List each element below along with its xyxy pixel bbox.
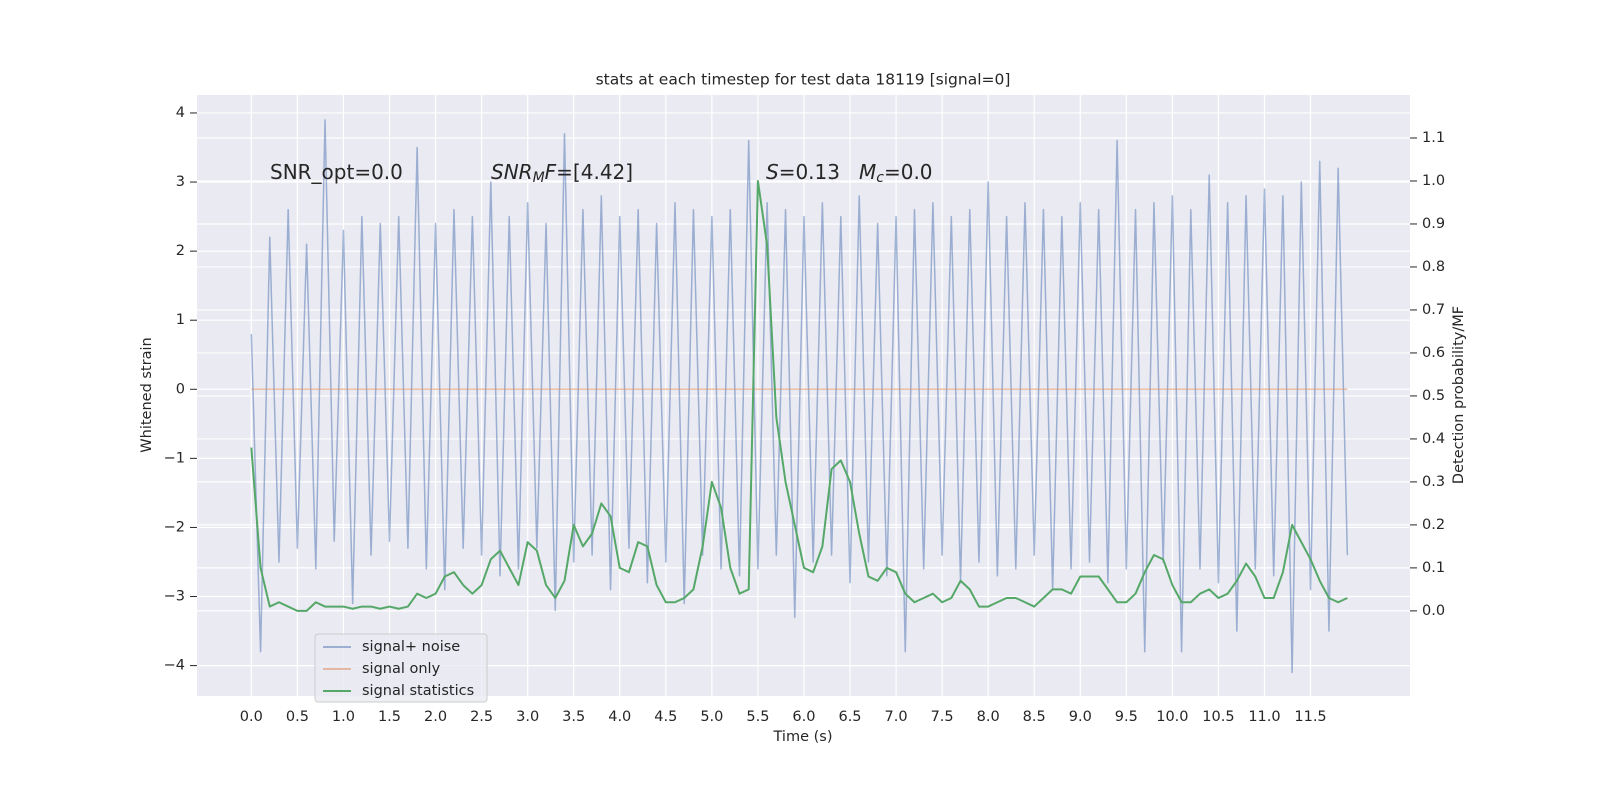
ticks: 0.0 0.5 1.0 1.5 2.0 2.5 3.0 3.5 4.0 4.5 5.0 5.5 6.0 6… [164,105,1445,725]
y2-tick-label: 0.6 [1422,345,1445,361]
annotation-part: c [876,170,884,186]
series-line [250,119,1349,674]
y-tick-label: 3 [176,174,185,190]
annotation-part: S [766,160,779,184]
y2-tick-label: 0.5 [1422,388,1445,404]
legend-label: signal+ noise [362,639,460,655]
y2-tick-label: 0.7 [1422,302,1445,318]
y2-tick-label: 0.8 [1422,259,1445,275]
annotation: SNR_opt=0.0 [270,160,403,184]
x-tick-label: 11.0 [1248,709,1280,725]
annotation-part: M [533,170,545,186]
series-line [250,179,1348,612]
x-tick-label: 6.0 [792,709,815,725]
y-tick-label: 4 [176,105,185,121]
x-tick-label: 2.0 [424,709,447,725]
annotation: S=0.13 [766,160,840,184]
x-tick-label: 3.0 [516,709,539,725]
x-tick-label: 9.0 [1069,709,1092,725]
x-tick-label: 0.5 [286,709,309,725]
chart-title: stats at each timestep for test data 181… [596,71,1011,89]
y2-tick-label: 0.9 [1422,216,1445,232]
annotation-part: SNR_opt=0.0 [270,160,403,184]
x-tick-label: 8.5 [1023,709,1046,725]
x-axis-label: Time (s) [773,729,833,745]
y-tick-label: 2 [176,243,185,259]
y-tick-label: −3 [164,589,185,605]
legend-label: signal only [362,661,441,677]
y2-tick-label: 0.0 [1422,603,1445,619]
x-tick-label: 8.0 [977,709,1000,725]
legend-box [314,633,488,703]
x-tick-label: 4.5 [654,709,677,725]
legend-label: signal statistics [362,683,474,699]
x-tick-label: 7.5 [931,709,954,725]
y2-tick-label: 0.2 [1422,517,1445,533]
y2-tick-label: 1.0 [1422,173,1445,189]
x-tick-label: 9.5 [1115,709,1138,725]
y-axis-label: Whitened strain [139,337,155,452]
annotation-part: M [859,160,876,184]
x-tick-label: 7.0 [885,709,908,725]
annotation-part: SNR [491,160,533,184]
x-tick-label: 1.5 [378,709,401,725]
x-tick-label: 5.5 [746,709,769,725]
annotation-part: =0.13 [779,160,840,184]
x-tick-label: 11.5 [1294,709,1326,725]
y-tick-label: −1 [164,450,185,466]
legend: signal+ noise signal only signal statistic… [314,633,488,703]
x-tick-label: 10.0 [1156,709,1188,725]
x-tick-label: 5.0 [700,709,723,725]
y-tick-label: 1 [176,312,185,328]
annotation: Mc=0.0 [859,160,933,187]
annotation-part: F [545,160,557,184]
y2-tick-label: 0.4 [1422,431,1445,447]
grid [197,95,1410,696]
x-tick-label: 4.0 [608,709,631,725]
x-tick-label: 3.5 [562,709,585,725]
x-tick-label: 6.5 [838,709,861,725]
x-tick-label: 1.0 [332,709,355,725]
y2-axis-label: Detection probability/MF [1451,306,1467,484]
x-tick-label: 2.5 [470,709,493,725]
y2-tick-label: 1.1 [1422,130,1445,146]
x-tick-label: 0.0 [240,709,263,725]
annotation: SNRMF=[4.42] [491,160,633,187]
y-tick-label: −2 [164,519,185,535]
annotation-part: =[4.42] [556,160,633,184]
y-tick-label: 0 [176,381,185,397]
annotation-part: =0.0 [884,160,933,184]
y-tick-label: −4 [164,658,185,674]
y2-tick-label: 0.3 [1422,474,1445,490]
y2-tick-label: 0.1 [1422,560,1445,576]
x-tick-label: 10.5 [1202,709,1234,725]
